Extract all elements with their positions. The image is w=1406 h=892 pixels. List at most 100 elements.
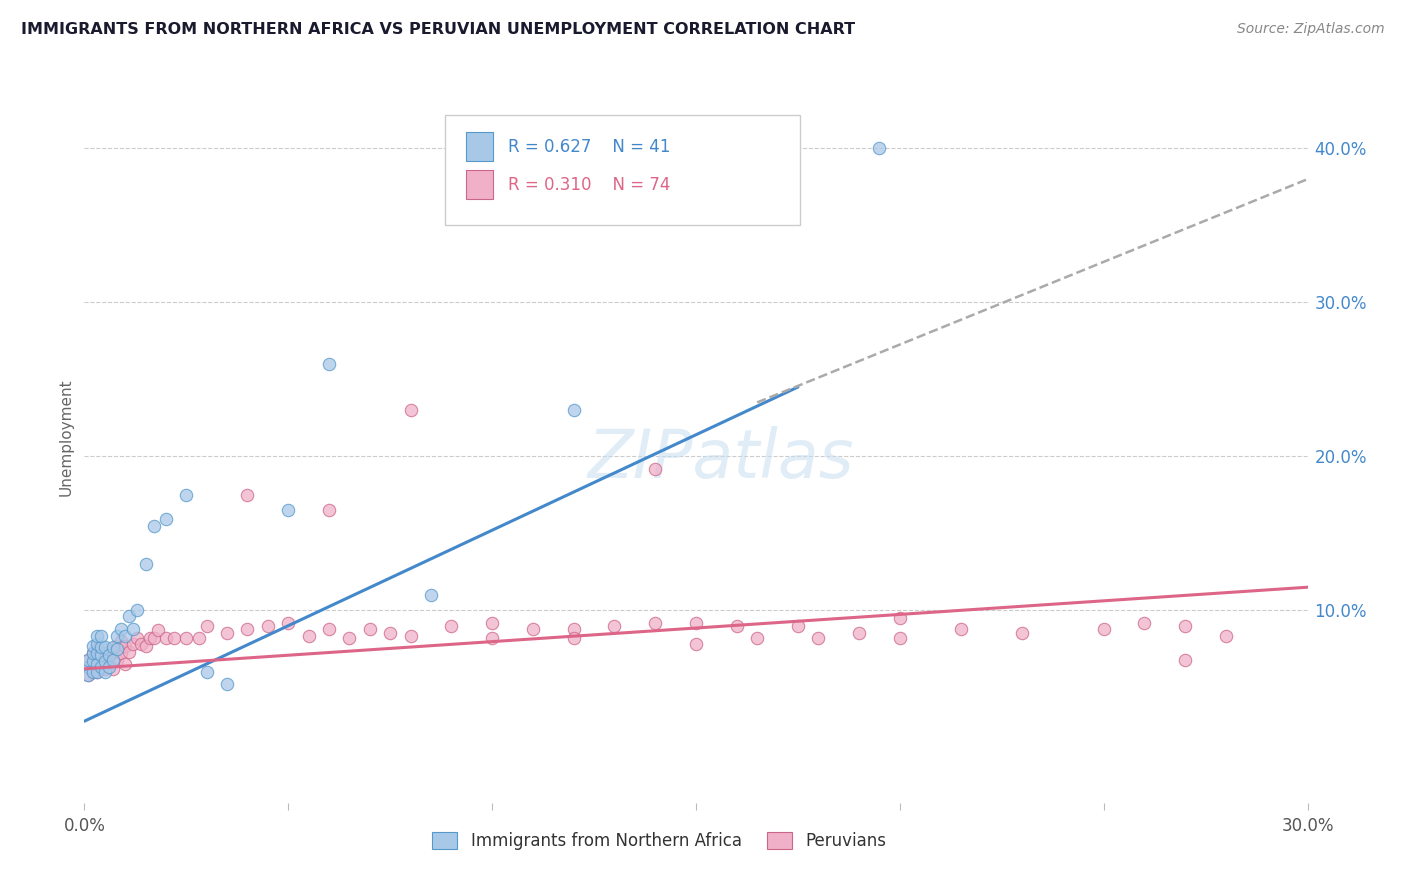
Point [90,630,112,644]
Text: R = 0.310    N = 74: R = 0.310 N = 74 [508,176,671,194]
Point [86,665,108,679]
Point [142,518,165,533]
Point [318,622,340,636]
Point [277,615,299,630]
Point [1174,618,1197,632]
Point [93,665,115,679]
Point [217,677,239,691]
Point [90,657,112,672]
Point [105,630,128,644]
Point [77,652,100,666]
Point [101,652,124,666]
Point [163,631,186,645]
Text: Source: ZipAtlas.com: Source: ZipAtlas.com [1237,22,1385,37]
Point [869,141,891,155]
Point [174,631,197,645]
Point [101,640,124,655]
Point [257,618,280,632]
Point [93,654,115,668]
Point [1174,652,1197,666]
Point [127,603,149,617]
Point [562,403,585,417]
Point [82,665,104,679]
Point [114,630,136,644]
Point [122,622,145,636]
Point [146,624,169,638]
Point [787,618,810,632]
Point [127,631,149,645]
Point [93,649,115,664]
Point [77,660,100,674]
Point [118,609,141,624]
Point [105,639,128,653]
Point [90,660,112,674]
Text: ZIPatlas: ZIPatlas [588,426,853,492]
Point [97,648,120,662]
Point [86,647,108,661]
Text: R = 0.627    N = 41: R = 0.627 N = 41 [508,137,671,156]
Point [174,488,197,502]
Point [101,645,124,659]
Point [90,645,112,659]
Point [138,631,160,645]
Point [86,641,108,656]
Point [93,662,115,676]
Point [82,657,104,672]
Point [86,657,108,672]
Point [97,660,120,674]
Point [155,512,177,526]
Point [105,641,128,656]
FancyBboxPatch shape [465,132,494,161]
Point [77,660,100,674]
Point [110,634,132,648]
Point [1215,630,1237,644]
Point [399,403,422,417]
Point [135,639,157,653]
FancyBboxPatch shape [446,115,800,225]
Point [86,637,108,651]
Point [481,615,503,630]
Point [187,631,209,645]
Point [747,631,769,645]
Point [77,652,100,666]
Point [359,622,381,636]
Point [603,618,626,632]
Point [90,648,112,662]
Point [644,615,666,630]
Point [114,657,136,672]
Point [105,652,128,666]
Point [848,626,870,640]
Point [110,647,132,661]
Point [86,665,108,679]
Point [380,626,402,640]
Point [118,645,141,659]
Point [155,631,177,645]
Point [82,639,104,653]
Point [195,618,218,632]
Point [1011,626,1033,640]
Point [339,631,361,645]
Point [93,640,115,655]
Point [236,622,259,636]
Point [318,357,340,371]
Point [889,631,911,645]
Point [318,503,340,517]
Point [562,631,585,645]
Point [889,611,911,625]
Point [685,637,707,651]
Point [399,630,422,644]
Point [82,647,104,661]
Point [135,557,157,571]
Point [101,662,124,676]
Point [1092,622,1115,636]
Point [481,631,503,645]
Point [97,645,120,659]
Point [77,668,100,682]
Text: IMMIGRANTS FROM NORTHERN AFRICA VS PERUVIAN UNEMPLOYMENT CORRELATION CHART: IMMIGRANTS FROM NORTHERN AFRICA VS PERUV… [21,22,855,37]
Y-axis label: Unemployment: Unemployment [58,378,73,496]
Point [725,618,748,632]
Point [562,622,585,636]
Point [142,631,165,645]
Point [807,631,830,645]
Point [86,652,108,666]
